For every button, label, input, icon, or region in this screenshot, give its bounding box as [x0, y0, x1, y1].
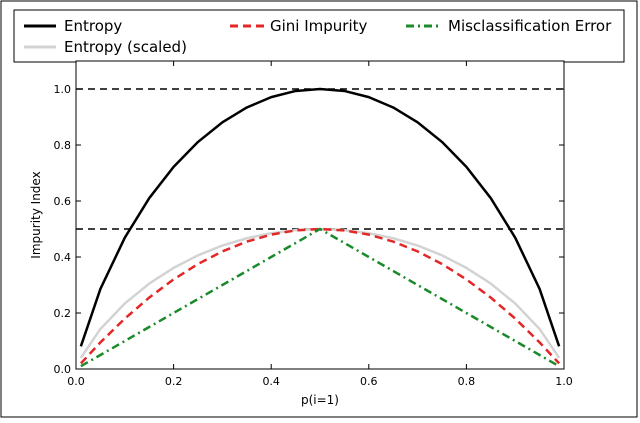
y-axis-label: Impurity Index [29, 171, 43, 258]
y-tick-label: 0.8 [54, 139, 72, 152]
series-line-entropy [79, 87, 561, 347]
y-tick-label: 0.4 [54, 251, 72, 264]
legend-item-gini: Gini Impurity [230, 17, 368, 35]
x-tick-label: 1.0 [555, 375, 573, 388]
x-axis-label: p(i=1) [301, 393, 339, 407]
legend-item-entropy-scaled: Entropy (scaled) [24, 38, 187, 56]
x-tick-label: 0.4 [262, 375, 280, 388]
y-tick-label: 1.0 [54, 83, 72, 96]
x-tick-label: 0.6 [360, 375, 378, 388]
legend-label-entropy: Entropy [64, 17, 122, 35]
series-line-gini [79, 227, 561, 365]
series-lines [79, 87, 561, 368]
y-tick-label: 0.6 [54, 195, 72, 208]
legend: Entropy Entropy (scaled) Gini Impurity M… [13, 9, 625, 63]
series-line-misclassification [80, 227, 560, 368]
legend-item-misclassification: Misclassification Error [406, 17, 612, 35]
x-tick-label: 0.0 [67, 375, 85, 388]
legend-item-entropy: Entropy [24, 17, 122, 35]
x-tick-label: 0.2 [165, 375, 183, 388]
x-tick-label: 0.8 [458, 375, 476, 388]
y-tick-label: 0.0 [54, 363, 72, 376]
y-tick-label: 0.2 [54, 307, 72, 320]
legend-label-entropy-scaled: Entropy (scaled) [64, 38, 187, 56]
legend-label-gini: Gini Impurity [270, 17, 368, 35]
x-axis-ticks: 0.0 0.2 0.4 0.6 0.8 1.0 [67, 61, 573, 388]
y-axis-ticks: 0.0 0.2 0.4 0.6 0.8 1.0 [54, 83, 564, 376]
legend-label-misclassification: Misclassification Error [448, 17, 612, 35]
legend-box [13, 9, 625, 63]
plot-area [75, 60, 565, 370]
